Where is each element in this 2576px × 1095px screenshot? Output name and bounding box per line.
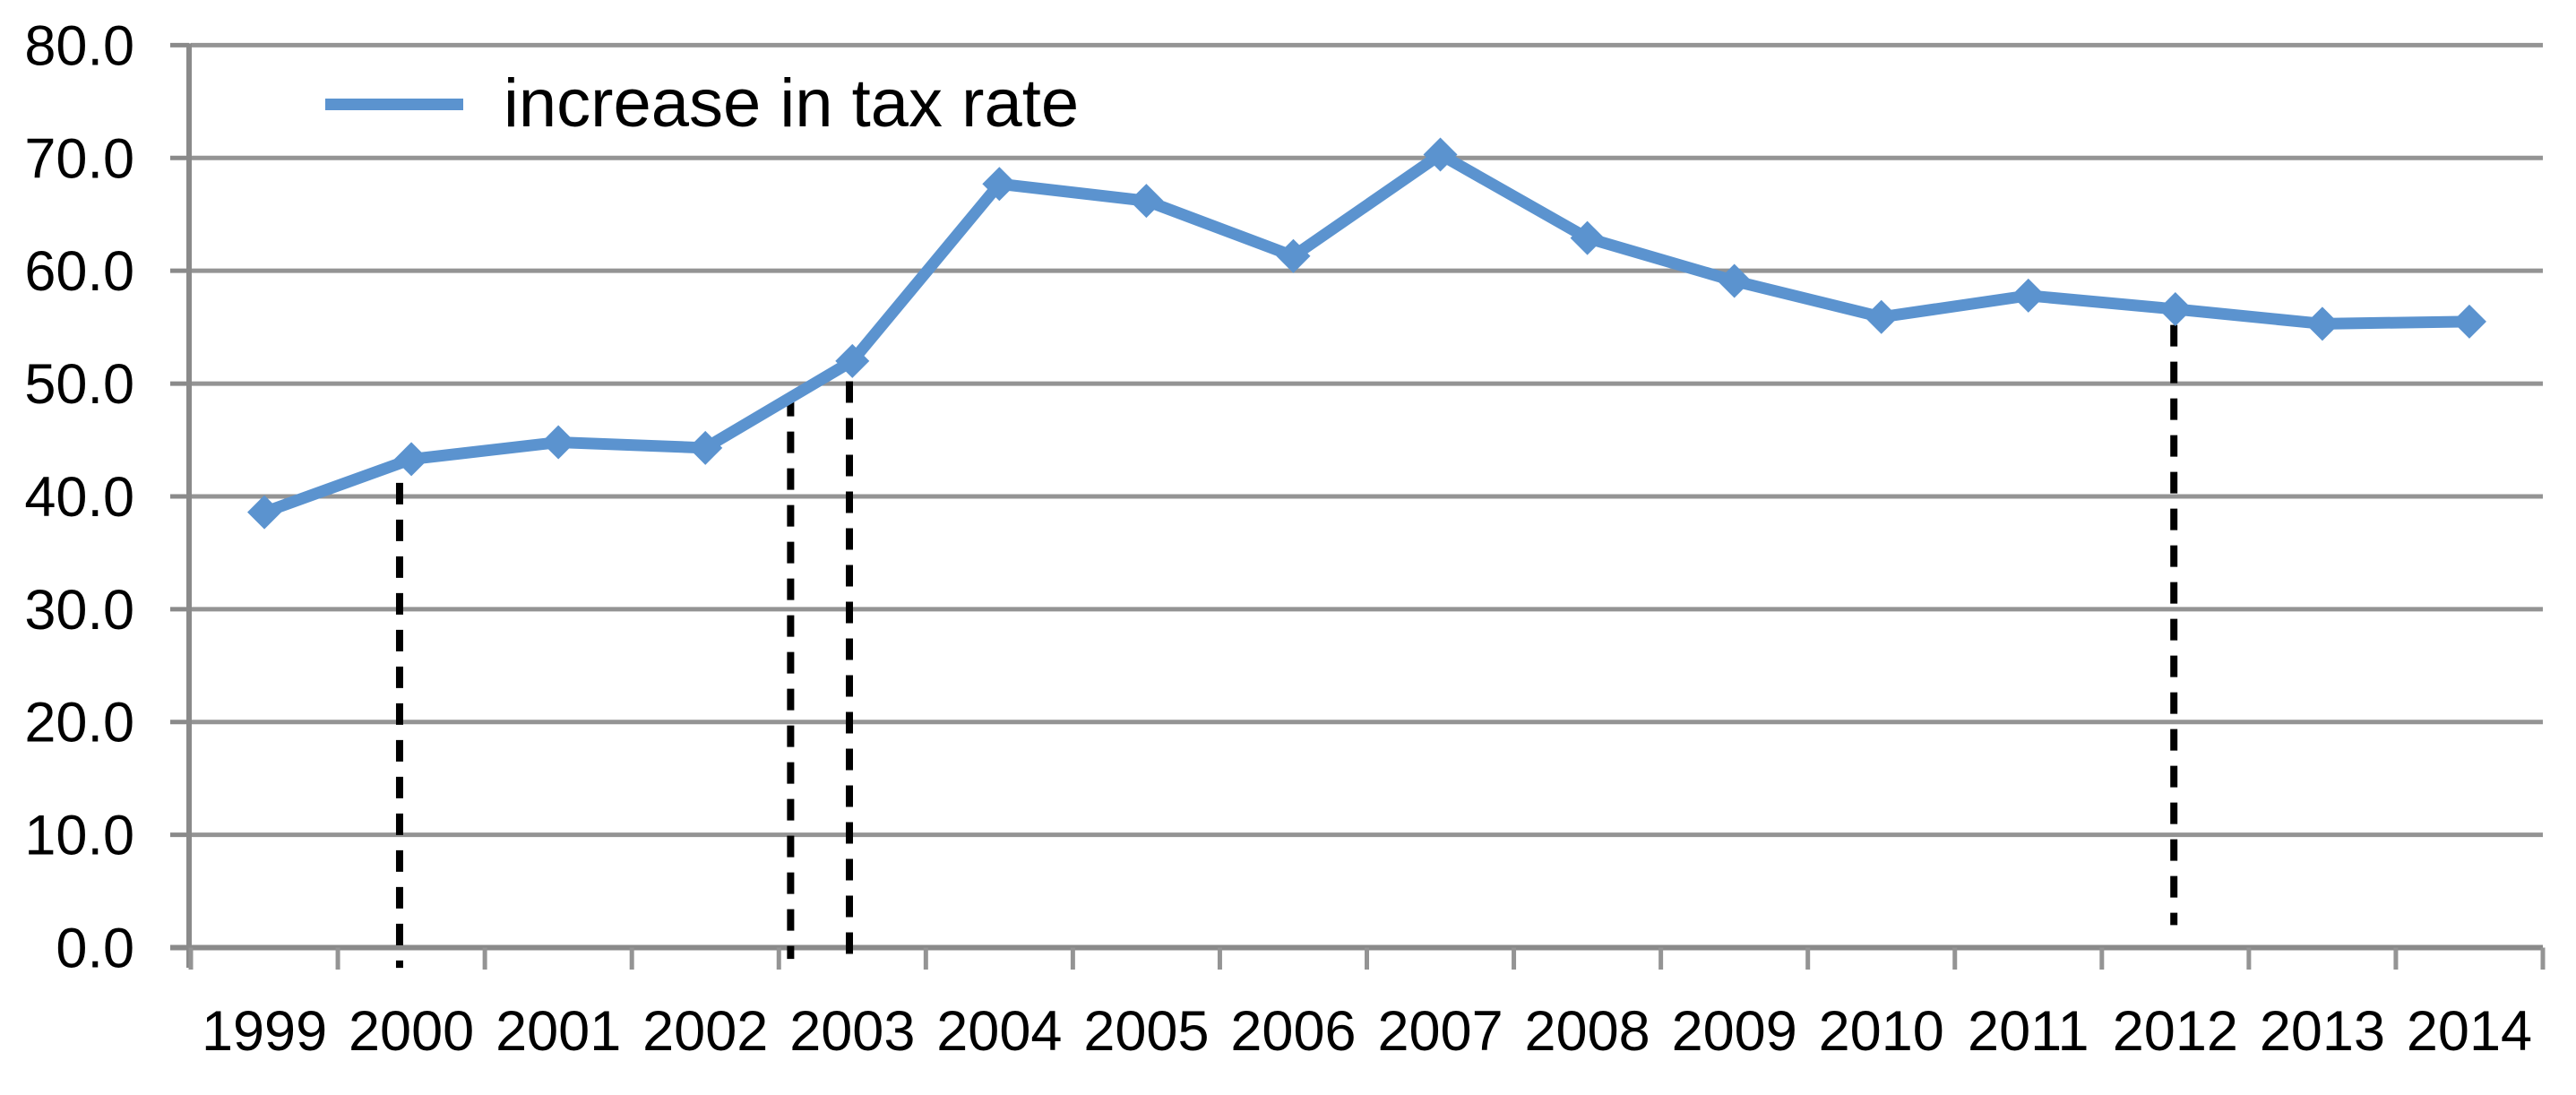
data-point-2001 — [541, 425, 576, 460]
y-tick-label-80.0: 80.0 — [24, 14, 134, 77]
y-tick-label-40.0: 40.0 — [24, 466, 134, 529]
x-tick-label-2007: 2007 — [1377, 1000, 1503, 1063]
data-point-1999 — [247, 495, 282, 530]
data-point-2014 — [2451, 304, 2486, 339]
y-tick-label-50.0: 50.0 — [24, 353, 134, 416]
y-tick-label-30.0: 30.0 — [24, 579, 134, 642]
legend-line-swatch — [325, 98, 463, 110]
data-point-2007 — [1423, 137, 1458, 172]
legend: increase in tax rate — [325, 65, 1079, 143]
y-tick-label-0.0: 0.0 — [56, 918, 134, 980]
data-point-2010 — [1864, 299, 1899, 334]
data-point-2006 — [1276, 238, 1311, 273]
x-tick-label-2006: 2006 — [1230, 1000, 1356, 1063]
data-point-2012 — [2158, 291, 2193, 326]
y-tick-label-60.0: 60.0 — [24, 240, 134, 303]
y-tick-label-10.0: 10.0 — [24, 805, 134, 867]
x-tick-label-2004: 2004 — [936, 1000, 1062, 1063]
data-point-2003 — [835, 343, 870, 378]
data-point-2002 — [688, 430, 723, 465]
data-point-2009 — [1717, 263, 1752, 298]
x-tick-label-2009: 2009 — [1672, 1000, 1797, 1063]
x-tick-label-1999: 1999 — [202, 1000, 327, 1063]
x-tick-label-2005: 2005 — [1083, 1000, 1209, 1063]
x-tick-label-2014: 2014 — [2407, 1000, 2532, 1063]
data-point-2005 — [1129, 184, 1164, 219]
series-line-increase-in-tax-rate — [258, 149, 2476, 519]
x-tick-label-2008: 2008 — [1525, 1000, 1650, 1063]
data-point-2000 — [394, 442, 429, 477]
legend-label: increase in tax rate — [504, 65, 1080, 142]
data-point-2013 — [2305, 306, 2339, 341]
data-point-2011 — [2011, 278, 2046, 313]
y-tick-label-20.0: 20.0 — [24, 692, 134, 754]
x-tick-label-2001: 2001 — [495, 1000, 621, 1063]
data-point-2004 — [982, 167, 1017, 202]
x-tick-label-2012: 2012 — [2113, 1000, 2238, 1063]
x-tick-label-2013: 2013 — [2260, 1000, 2385, 1063]
y-tick-label-70.0: 70.0 — [24, 127, 134, 190]
x-tick-label-2010: 2010 — [1819, 1000, 1944, 1063]
x-tick-label-2011: 2011 — [1968, 1000, 2089, 1063]
x-tick-label-2000: 2000 — [349, 1000, 474, 1063]
data-point-2008 — [1570, 220, 1605, 255]
x-tick-label-2002: 2002 — [642, 1000, 768, 1063]
x-tick-label-2003: 2003 — [789, 1000, 915, 1063]
